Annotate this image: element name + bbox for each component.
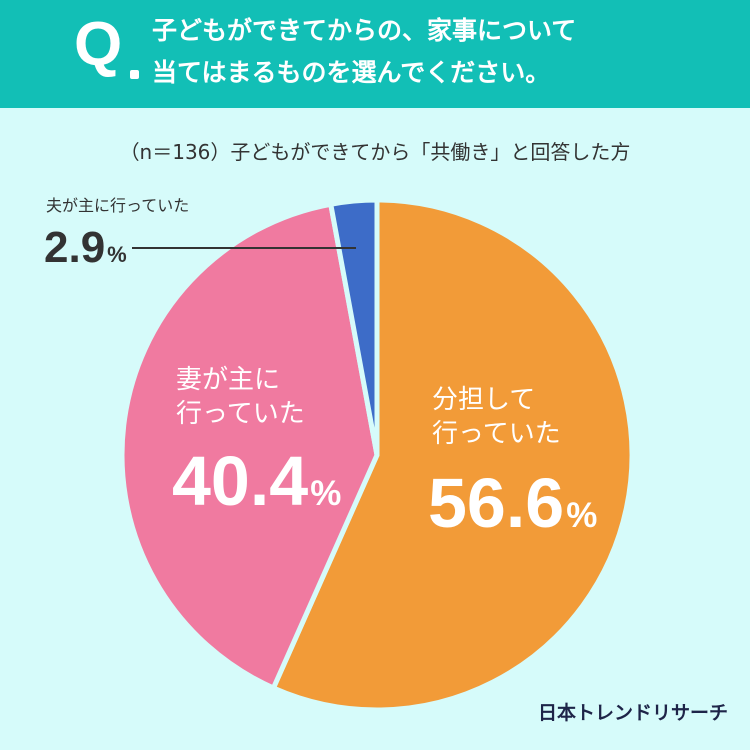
wife-label: 妻が主に 行っていた (176, 364, 305, 432)
wife-value-unit: % (310, 474, 342, 513)
question-line-2: 当てはまるものを選んでください。 (152, 58, 551, 87)
pie-slice-husband (328, 197, 380, 458)
question-header: Q 子どもができてからの、家事について 当てはまるものを選んでください。 (0, 0, 750, 108)
question-mark-dot (130, 70, 139, 79)
share-label-line-2: 行っていた (432, 418, 561, 449)
husband-value: 2.9% (44, 223, 127, 272)
question-mark: Q (74, 10, 123, 79)
husband-value-unit: % (107, 242, 127, 267)
question-line-1: 子どもができてからの、家事について (152, 16, 577, 45)
wife-label-line-2: 行っていた (176, 398, 305, 429)
share-label: 分担して 行っていた (432, 384, 561, 452)
pie-slice-share (270, 197, 635, 713)
brand-logo: 日本トレンドリサーチ (537, 702, 728, 724)
share-value: 56.6% (428, 464, 598, 542)
husband-label: 夫が主に行っていた (46, 196, 190, 215)
wife-value: 40.4% (172, 442, 342, 520)
wife-label-line-1: 妻が主に (176, 365, 281, 395)
share-label-line-1: 分担して (432, 385, 536, 415)
pie-slice-wife (119, 201, 380, 691)
chart-subtitle: （n＝136）子どもができてから「共働き」と回答した方 (119, 140, 631, 164)
pie-slices (119, 197, 635, 713)
share-value-unit: % (566, 496, 598, 535)
